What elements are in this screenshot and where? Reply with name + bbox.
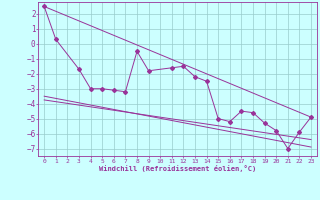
X-axis label: Windchill (Refroidissement éolien,°C): Windchill (Refroidissement éolien,°C) <box>99 165 256 172</box>
